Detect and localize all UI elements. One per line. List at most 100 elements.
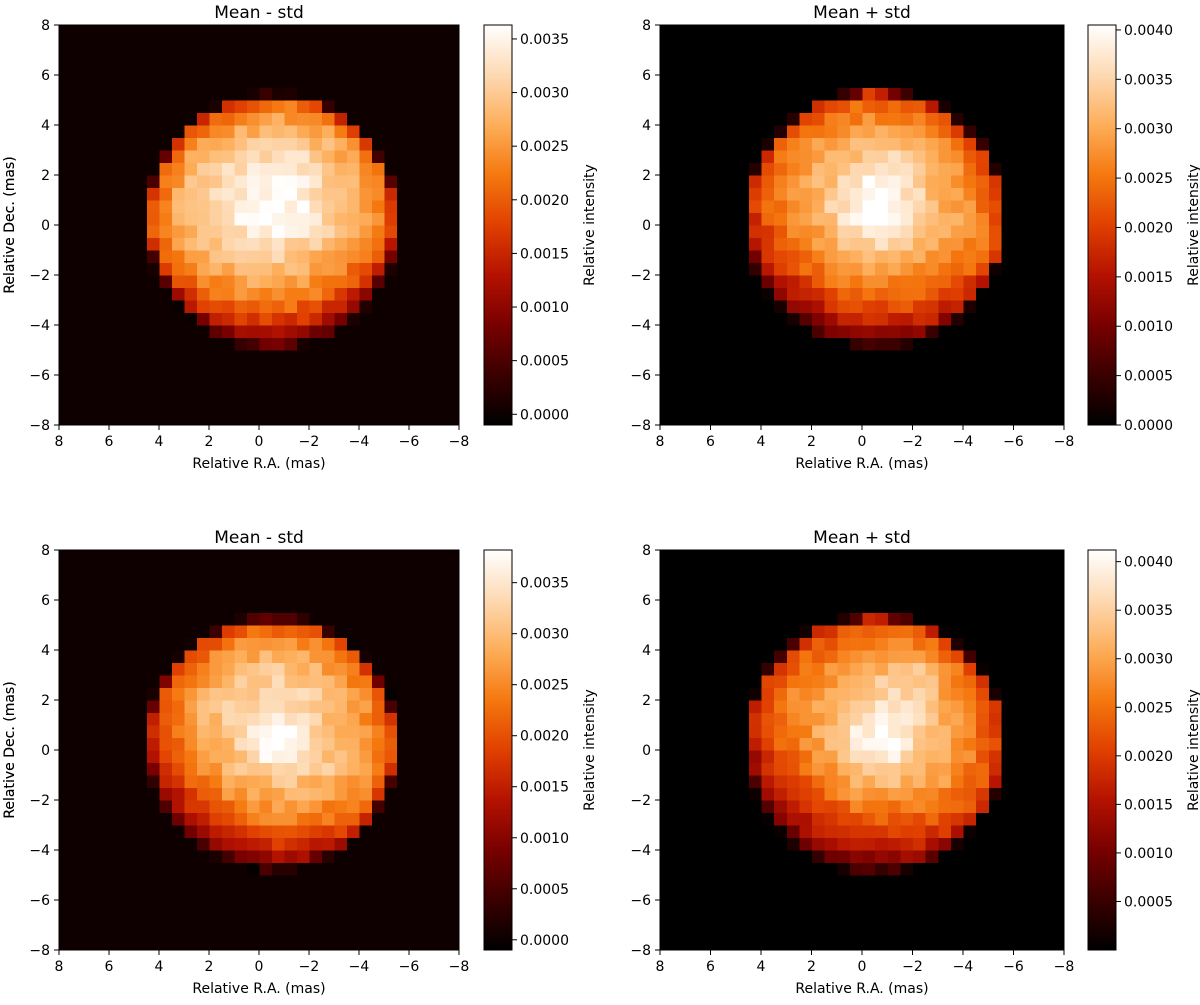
- heatmap-cell: [697, 287, 712, 301]
- heatmap-cell: [446, 175, 460, 189]
- heatmap-cell: [59, 662, 73, 676]
- heatmap-cell: [284, 725, 298, 739]
- heatmap-cell: [963, 325, 977, 339]
- heatmap-cell: [421, 287, 435, 301]
- heatmap-cell: [937, 162, 951, 176]
- heatmap-cell: [296, 250, 310, 264]
- heatmap-cell: [697, 900, 712, 914]
- heatmap-cell: [1013, 775, 1027, 789]
- heatmap-cell: [84, 725, 98, 739]
- heatmap-cell: [146, 750, 160, 764]
- heatmap-cell: [59, 325, 73, 339]
- heatmap-cell: [284, 387, 298, 401]
- heatmap-cell: [71, 100, 85, 114]
- heatmap-cell: [672, 750, 686, 764]
- heatmap-cell: [1038, 187, 1052, 201]
- heatmap-cell: [296, 900, 310, 914]
- heatmap-cell: [811, 737, 825, 751]
- heatmap-cell: [735, 412, 749, 426]
- heatmap-cell: [259, 87, 273, 101]
- heatmap-cell: [811, 87, 825, 101]
- heatmap-cell: [761, 200, 775, 214]
- heatmap-cell: [359, 850, 373, 864]
- colorbar-tick-label: 0.0000: [1124, 418, 1173, 434]
- heatmap-cell: [950, 762, 964, 776]
- heatmap-cell: [421, 925, 435, 939]
- heatmap-cell: [811, 662, 825, 676]
- heatmap-cell: [59, 287, 73, 301]
- heatmap-cell: [409, 275, 423, 289]
- heatmap-cell: [396, 850, 410, 864]
- heatmap-cell: [660, 125, 674, 139]
- heatmap-cell: [121, 87, 135, 101]
- heatmap-cell: [221, 125, 235, 139]
- heatmap-cell: [284, 137, 298, 151]
- heatmap-cell: [988, 575, 1002, 589]
- heatmap-cell: [786, 250, 800, 264]
- heatmap-cell: [346, 300, 360, 314]
- heatmap-cell: [988, 937, 1002, 951]
- heatmap-cell: [71, 125, 85, 139]
- heatmap-cell: [96, 775, 110, 789]
- heatmap-cell: [371, 325, 385, 339]
- heatmap-cell: [1038, 762, 1052, 776]
- heatmap-cell: [761, 912, 775, 926]
- heatmap-cell: [697, 637, 712, 651]
- heatmap-cell: [672, 62, 686, 76]
- heatmap-cell: [824, 125, 838, 139]
- heatmap-cell: [409, 600, 423, 614]
- heatmap-cell: [421, 625, 435, 639]
- heatmap-cell: [710, 175, 724, 189]
- heatmap-cell: [735, 912, 749, 926]
- heatmap-cell: [824, 62, 838, 76]
- heatmap-pixels: [59, 550, 460, 951]
- heatmap-cell: [146, 862, 160, 876]
- heatmap-cell: [71, 650, 85, 664]
- heatmap-cell: [284, 125, 298, 139]
- heatmap-cell: [171, 237, 185, 251]
- heatmap-cell: [849, 562, 863, 576]
- heatmap-cell: [359, 887, 373, 901]
- heatmap-cell: [209, 112, 223, 126]
- heatmap-cell: [899, 187, 914, 201]
- heatmap-cell: [660, 162, 674, 176]
- heatmap-cell: [434, 162, 448, 176]
- heatmap-cell: [1026, 150, 1040, 164]
- heatmap-cell: [171, 287, 185, 301]
- heatmap-cell: [950, 712, 964, 726]
- heatmap-cell: [950, 125, 964, 139]
- heatmap-cell: [685, 237, 699, 251]
- heatmap-cell: [184, 350, 198, 364]
- heatmap-cell: [134, 262, 148, 276]
- heatmap-cell: [660, 587, 674, 601]
- heatmap-cell: [409, 237, 423, 251]
- heatmap-cell: [271, 900, 285, 914]
- heatmap-cell: [1026, 212, 1040, 226]
- heatmap-cell: [159, 925, 173, 939]
- heatmap-cell: [96, 862, 110, 876]
- heatmap-cell: [234, 387, 248, 401]
- heatmap-cell: [409, 800, 423, 814]
- heatmap-cell: [761, 25, 775, 39]
- heatmap-cell: [396, 562, 410, 576]
- heatmap-cell: [1013, 587, 1027, 601]
- heatmap-cell: [811, 862, 825, 876]
- heatmap-cell: [309, 600, 323, 614]
- heatmap-cell: [1051, 550, 1065, 564]
- heatmap-cell: [346, 100, 360, 114]
- heatmap-cell: [975, 275, 989, 289]
- heatmap-cell: [1051, 250, 1065, 264]
- heatmap-cell: [773, 600, 787, 614]
- heatmap-cell: [384, 725, 398, 739]
- heatmap-cell: [710, 775, 724, 789]
- heatmap-cell: [660, 137, 674, 151]
- heatmap-cell: [246, 875, 260, 889]
- heatmap-cell: [359, 287, 373, 301]
- heatmap-cell: [421, 312, 435, 326]
- y-tick-label: 0: [642, 218, 651, 234]
- y-tick-label: −6: [630, 893, 651, 909]
- heatmap-cell: [887, 587, 901, 601]
- heatmap-cell: [937, 300, 951, 314]
- heatmap-cell: [786, 750, 800, 764]
- heatmap-cell: [697, 887, 712, 901]
